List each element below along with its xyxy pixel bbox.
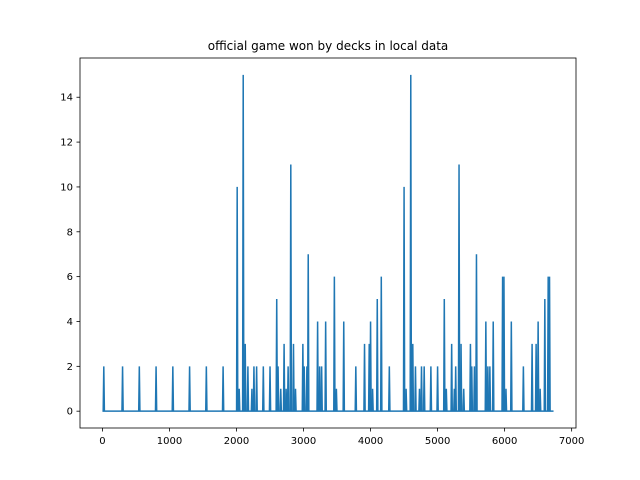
- series-spike: [420, 366, 423, 412]
- x-tick-label: 7000: [559, 436, 584, 447]
- series-spike: [442, 299, 446, 412]
- series-spike: [154, 366, 158, 412]
- series-spike: [284, 388, 288, 412]
- x-tick-label: 6000: [492, 436, 517, 447]
- series-spike: [548, 276, 551, 412]
- series-spike: [363, 343, 366, 412]
- y-tick-label: 12: [60, 138, 73, 149]
- series-spike: [282, 343, 286, 412]
- series-spike: [171, 366, 175, 412]
- series-spike: [342, 321, 346, 412]
- series-spike: [286, 366, 290, 412]
- y-tick-label: 2: [67, 362, 73, 373]
- plot-area: [102, 74, 554, 412]
- x-tick-label: 2000: [224, 436, 249, 447]
- series-spike: [246, 366, 250, 412]
- series-spike: [404, 388, 408, 412]
- series-spike: [379, 276, 383, 412]
- series-spike: [221, 366, 225, 412]
- series-spike: [250, 388, 254, 412]
- series-spike: [536, 321, 540, 412]
- series-spike: [335, 388, 338, 412]
- series-spike: [414, 366, 417, 412]
- series-spike: [411, 343, 415, 412]
- series-spike: [324, 321, 328, 412]
- chart-title: official game won by decks in local data: [208, 39, 449, 53]
- series-spike: [237, 388, 241, 412]
- series-spike: [241, 74, 245, 412]
- x-tick-label: 1000: [157, 436, 182, 447]
- x-axis-ticks: 0 1000 2000 3000 4000 5000 6000 7000: [99, 428, 584, 447]
- x-tick-label: 5000: [425, 436, 450, 447]
- series-spike: [279, 388, 283, 412]
- series-spike: [450, 343, 454, 412]
- series-spike: [462, 388, 466, 412]
- series-spike: [276, 366, 280, 412]
- x-tick-label: 0: [99, 436, 105, 447]
- y-tick-label: 10: [60, 182, 73, 193]
- y-tick-label: 14: [60, 93, 73, 104]
- series-spike: [275, 299, 279, 412]
- series-spike: [289, 164, 293, 412]
- y-tick-label: 0: [67, 407, 73, 418]
- series-spike: [252, 366, 256, 412]
- series-spike: [436, 366, 439, 412]
- series-spike: [354, 366, 358, 412]
- series-spike: [333, 276, 336, 412]
- series-spike: [502, 276, 506, 412]
- series-spike: [509, 321, 513, 412]
- series-spike: [268, 366, 272, 412]
- axes-frame: [79, 57, 577, 429]
- series-spike: [457, 164, 461, 412]
- series-spike: [486, 366, 490, 412]
- x-tick-label: 4000: [358, 436, 383, 447]
- series-spike: [235, 186, 239, 412]
- series-spike: [306, 254, 310, 412]
- series-spike: [371, 388, 374, 412]
- series-spike: [409, 74, 413, 412]
- series-spike: [454, 366, 458, 412]
- series-spike: [538, 388, 542, 412]
- series-spike: [204, 366, 208, 412]
- series-spike: [188, 366, 191, 412]
- series-spike: [473, 366, 476, 412]
- series-spike: [522, 366, 525, 412]
- y-axis-ticks: 0 2 4 6 8 10 12 14: [60, 93, 80, 418]
- y-tick-label: 4: [67, 317, 73, 328]
- series-spike: [387, 366, 391, 412]
- series-spike: [294, 388, 297, 412]
- series-spike: [102, 366, 106, 412]
- series-spike: [444, 388, 448, 412]
- series-spike: [369, 321, 372, 412]
- series-spike: [316, 321, 319, 412]
- series-spike: [491, 321, 495, 412]
- series-spike: [121, 366, 124, 412]
- series-spike: [137, 366, 141, 412]
- series-spike: [475, 254, 478, 412]
- series-spike: [402, 186, 406, 412]
- series-spike: [459, 343, 463, 412]
- series-spike: [422, 366, 426, 412]
- series-spike: [543, 299, 547, 412]
- series-spike: [504, 388, 508, 412]
- y-tick-label: 6: [67, 272, 73, 283]
- series-spike: [261, 366, 265, 412]
- x-tick-label: 3000: [291, 436, 316, 447]
- series-spike: [534, 343, 538, 412]
- series-spike: [470, 366, 474, 412]
- series-spike: [292, 343, 295, 412]
- series-spike: [418, 388, 421, 412]
- series-spike: [302, 366, 306, 412]
- series-spike: [375, 299, 379, 412]
- series-spike: [255, 366, 258, 412]
- series-spike: [320, 366, 323, 412]
- series-spike: [318, 366, 321, 412]
- series-spike: [429, 366, 433, 412]
- series-spike: [484, 321, 488, 412]
- y-tick-label: 8: [67, 227, 73, 238]
- series-spike: [243, 343, 247, 412]
- series-spike: [530, 343, 534, 412]
- series-spike: [488, 366, 492, 412]
